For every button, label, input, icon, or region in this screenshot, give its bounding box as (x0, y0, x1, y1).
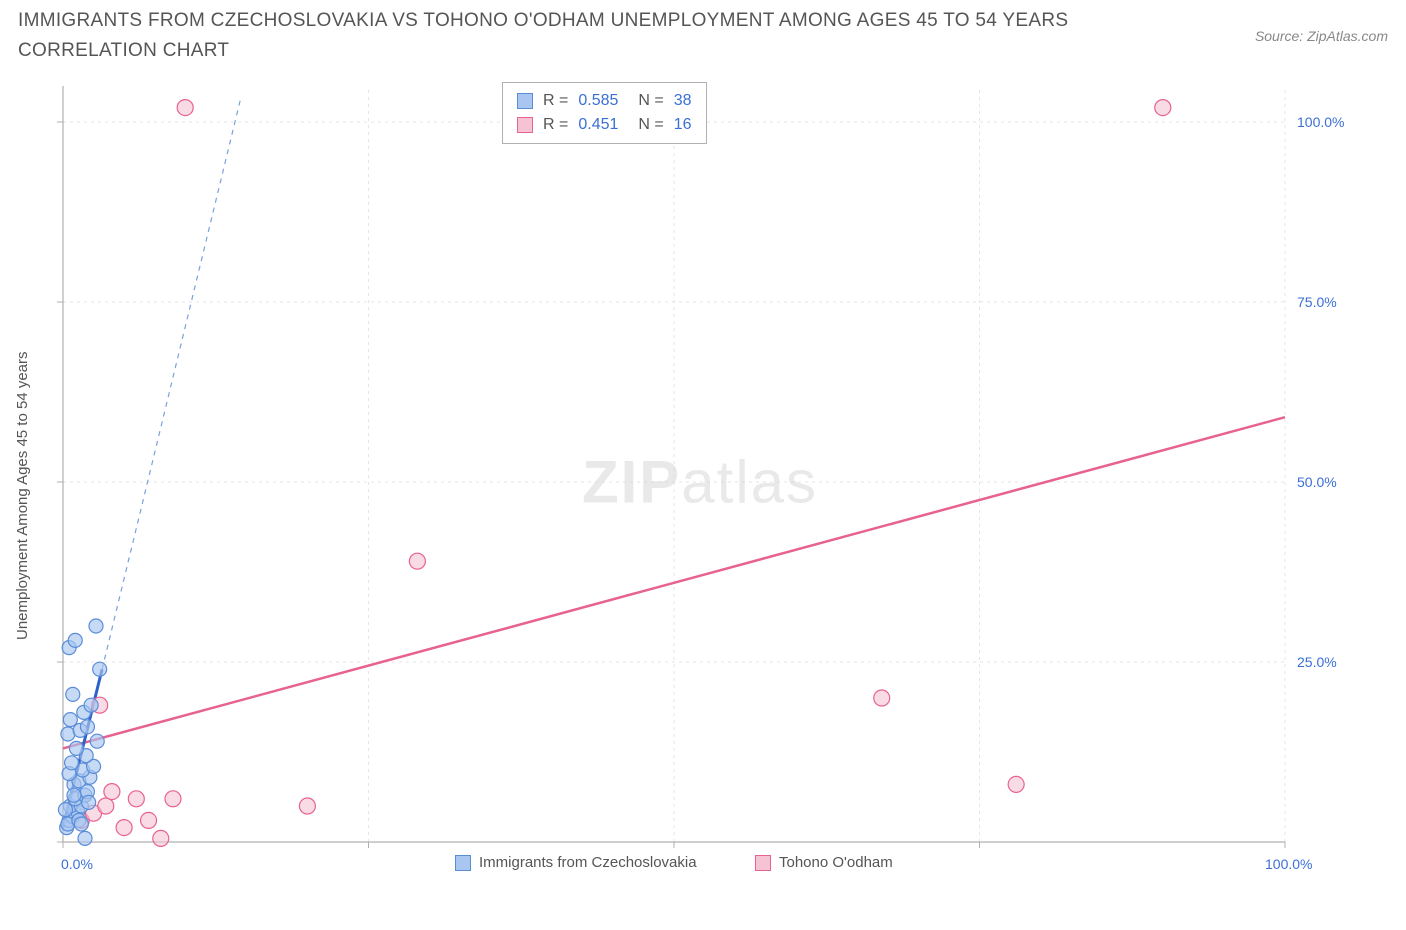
y-tick-label: 50.0% (1297, 474, 1337, 490)
r-label: R = (543, 113, 568, 137)
scatter-point (116, 820, 132, 836)
r-value: 0.451 (578, 113, 618, 137)
r-value: 0.585 (578, 89, 618, 113)
scatter-point (66, 687, 80, 701)
series-swatch (517, 93, 533, 109)
scatter-point (93, 662, 107, 676)
scatter-point (153, 830, 169, 846)
legend-item: Immigrants from Czechoslovakia (455, 854, 697, 871)
chart-title: IMMIGRANTS FROM CZECHOSLOVAKIA VS TOHONO… (18, 6, 1118, 67)
legend-label: Tohono O'odham (779, 854, 893, 871)
scatter-point (874, 690, 890, 706)
legend-item: Tohono O'odham (755, 854, 893, 871)
scatter-point (299, 798, 315, 814)
n-label: N = (638, 89, 663, 113)
n-value: 38 (674, 89, 692, 113)
scatter-point (409, 553, 425, 569)
scatter-point (68, 633, 82, 647)
legend-swatch (755, 855, 771, 871)
scatter-point (80, 720, 94, 734)
scatter-point (74, 817, 88, 831)
source-attribution: Source: ZipAtlas.com (1255, 28, 1388, 44)
scatter-point (104, 784, 120, 800)
scatter-point (58, 803, 72, 817)
n-label: N = (638, 113, 663, 137)
scatter-point (128, 791, 144, 807)
scatter-point (177, 100, 193, 116)
y-axis-label: Unemployment Among Ages 45 to 54 years (14, 351, 31, 640)
scatter-point (1155, 100, 1171, 116)
legend-label: Immigrants from Czechoslovakia (479, 854, 697, 871)
scatter-point (65, 756, 79, 770)
scatter-point (67, 788, 81, 802)
scatter-point (98, 798, 114, 814)
y-tick-label: 0.0% (61, 856, 93, 872)
series-swatch (517, 117, 533, 133)
y-tick-label: 25.0% (1297, 654, 1337, 670)
n-value: 16 (674, 113, 692, 137)
x-tick-label: 100.0% (1265, 856, 1312, 872)
y-tick-label: 75.0% (1297, 294, 1337, 310)
scatter-point (78, 831, 92, 845)
scatter-point (89, 619, 103, 633)
legend-swatch (455, 855, 471, 871)
y-tick-label: 100.0% (1297, 114, 1344, 130)
r-label: R = (543, 89, 568, 113)
scatter-point (82, 795, 96, 809)
stats-row: R = 0.585 N = 38 (517, 89, 692, 113)
stats-row: R = 0.451 N = 16 (517, 113, 692, 137)
scatter-point (84, 698, 98, 712)
scatter-point (1008, 776, 1024, 792)
scatter-point (165, 791, 181, 807)
scatter-point (90, 734, 104, 748)
correlation-stats-box: R = 0.585 N = 38 R = 0.451 N = 16 (502, 82, 707, 144)
scatter-point (141, 812, 157, 828)
scatter-plot: ZIPatlas R = 0.585N = 38R = 0.451N = 16 … (55, 82, 1345, 882)
scatter-point (69, 741, 83, 755)
scatter-point (63, 713, 77, 727)
